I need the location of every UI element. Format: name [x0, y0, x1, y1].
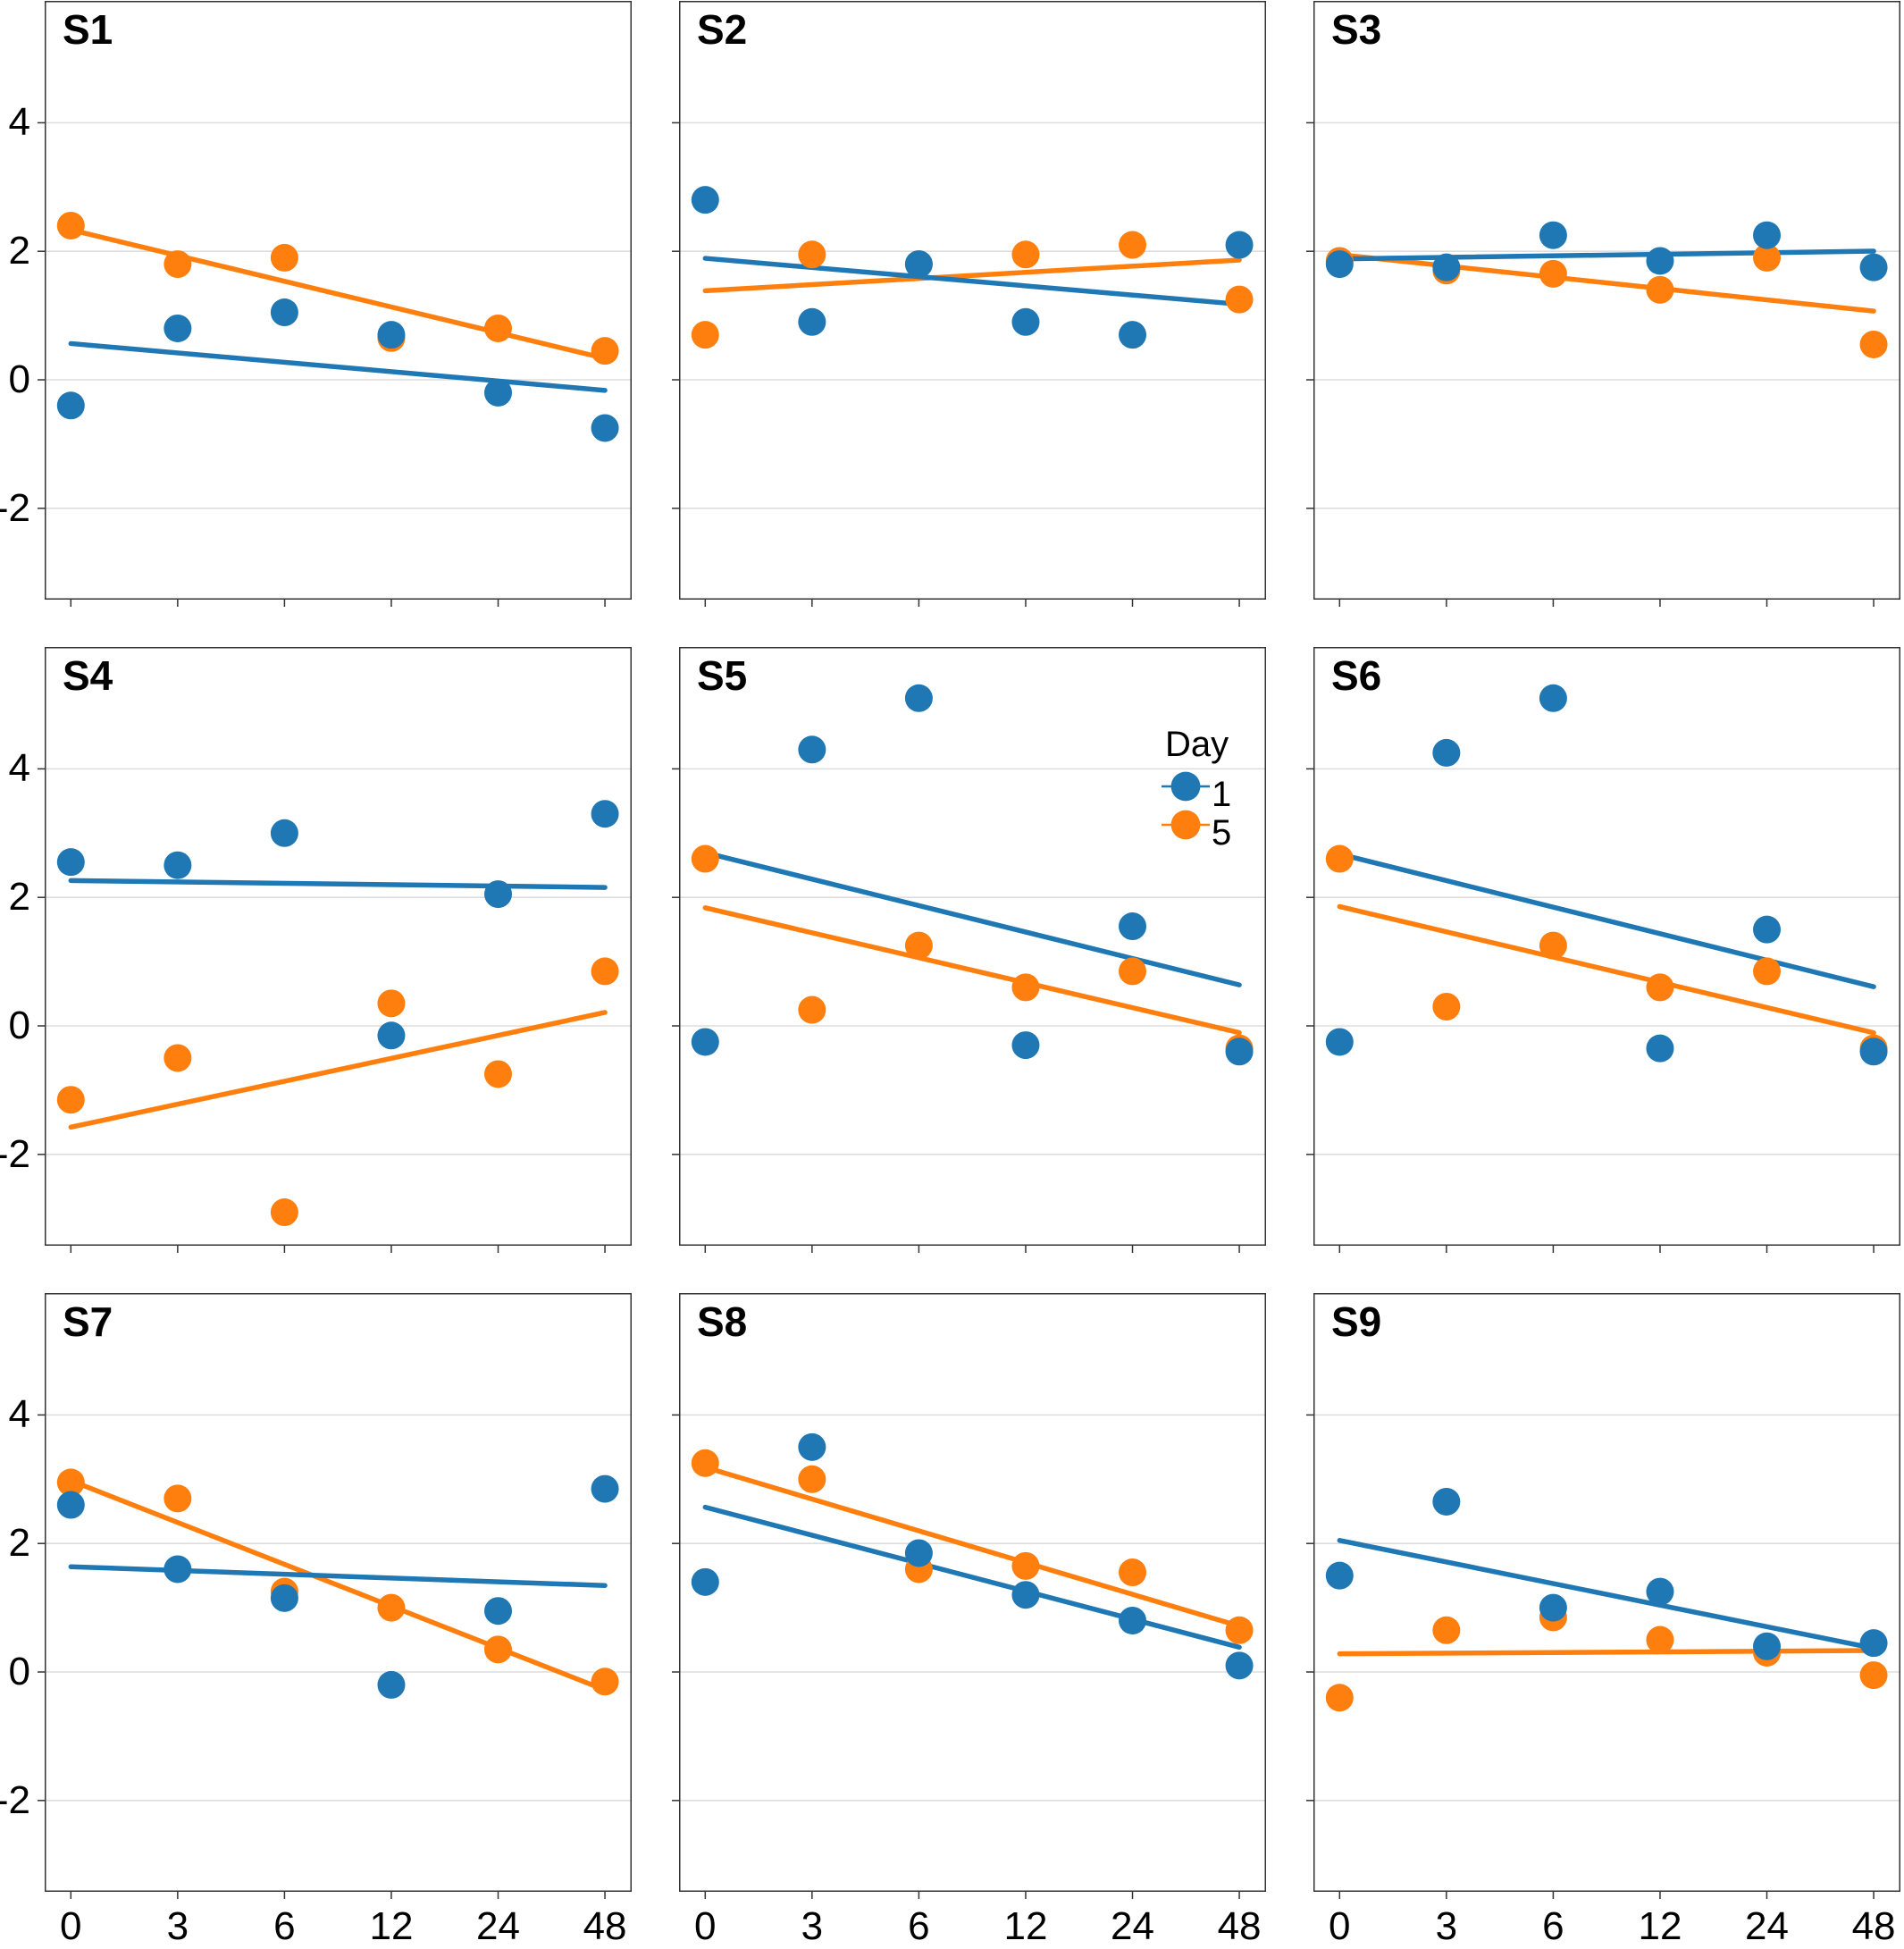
svg-text:S7: S7 — [63, 1298, 113, 1345]
svg-text:1: 1 — [1212, 775, 1231, 814]
svg-text:S2: S2 — [697, 6, 747, 53]
svg-text:S6: S6 — [1331, 652, 1381, 699]
svg-text:S5: S5 — [697, 652, 747, 699]
svg-text:S1: S1 — [63, 6, 113, 53]
svg-text:S4: S4 — [63, 652, 113, 699]
svg-text:S8: S8 — [697, 1298, 747, 1345]
svg-text:Day: Day — [1165, 725, 1229, 764]
svg-text:S3: S3 — [1331, 6, 1381, 53]
svg-text:S9: S9 — [1331, 1298, 1381, 1345]
svg-text:5: 5 — [1212, 813, 1231, 853]
